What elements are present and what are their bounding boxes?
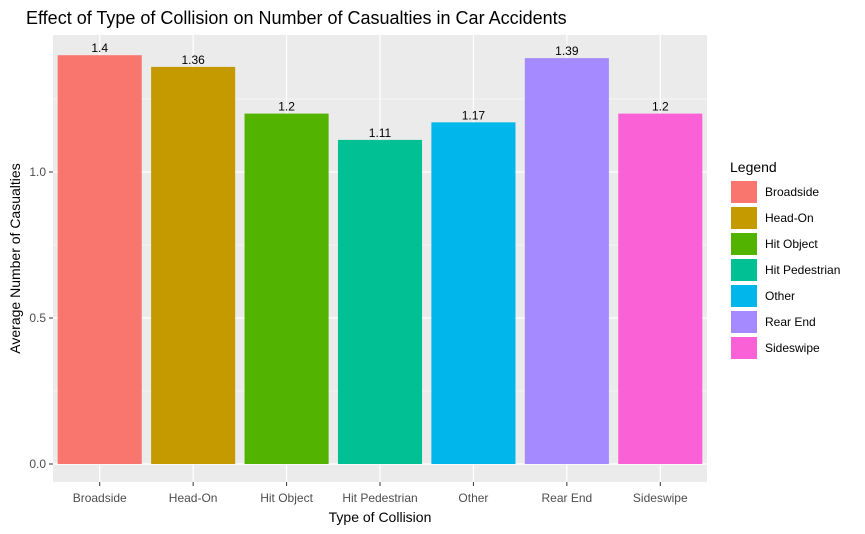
data-label: 1.17 [462,108,486,122]
y-tick-label: 0.0 [29,457,46,471]
legend-label: Hit Object [765,237,818,251]
bar-sideswipe [618,113,703,464]
x-axis: Broadside Head-On Hit Object Hit Pedestrian… [73,482,688,505]
bars [57,55,703,465]
data-label: 1.36 [181,53,205,67]
legend: Legend Broadside Head-On Hit Object Hit Ped… [730,159,840,359]
bar-broadside [57,55,142,464]
data-labels: 1.4 1.36 1.2 1.11 1.17 1.39 1.2 [91,41,669,140]
data-label: 1.39 [555,44,579,58]
x-tick-label: Hit Object [260,491,313,505]
legend-label: Rear End [765,315,816,329]
bar-other [431,122,516,465]
legend-key [731,259,757,281]
x-axis-title: Type of Collision [329,509,432,525]
legend-key [731,207,757,229]
legend-key [731,337,757,359]
legend-title: Legend [730,159,777,175]
x-tick-label: Other [458,491,488,505]
x-tick-label: Hit Pedestrian [342,491,417,505]
bar-rear-end [524,58,609,465]
legend-label: Hit Pedestrian [765,263,840,277]
x-tick-label: Rear End [542,491,593,505]
legend-label: Broadside [765,185,819,199]
data-label: 1.2 [652,100,669,114]
x-tick-label: Head-On [169,491,218,505]
y-axis-title: Average Number of Casualties [7,163,23,353]
bar-hit-object [244,113,329,464]
bar-head-on [151,66,236,464]
data-label: 1.2 [278,100,295,114]
legend-key [731,181,757,203]
chart-title: Effect of Type of Collision on Number of… [26,8,567,28]
bar-hit-pedestrian [337,139,423,464]
legend-key [731,311,757,333]
data-label: 1.4 [91,41,108,55]
legend-label: Other [765,289,795,303]
legend-label: Head-On [765,211,814,225]
x-tick-label: Broadside [73,491,127,505]
y-tick-label: 0.5 [29,311,46,325]
y-axis: 0.0 0.5 1.0 [29,165,53,471]
legend-key [731,233,757,255]
legend-key [731,285,757,307]
data-label: 1.11 [369,126,392,140]
x-tick-label: Sideswipe [633,491,688,505]
legend-label: Sideswipe [765,341,820,355]
y-tick-label: 1.0 [29,165,46,179]
